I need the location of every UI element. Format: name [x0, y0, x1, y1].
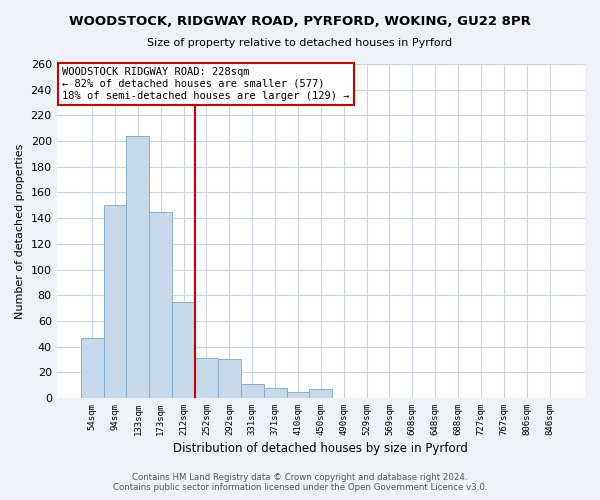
Bar: [80, 338, 104, 398]
Bar: [149, 212, 172, 398]
Bar: [287, 392, 310, 398]
Bar: [104, 206, 127, 398]
Bar: [218, 360, 241, 398]
Bar: [241, 384, 263, 398]
Bar: [310, 389, 332, 398]
Text: Contains HM Land Registry data © Crown copyright and database right 2024.
Contai: Contains HM Land Registry data © Crown c…: [113, 473, 487, 492]
Y-axis label: Number of detached properties: Number of detached properties: [15, 144, 25, 318]
Bar: [195, 358, 218, 398]
Bar: [172, 302, 195, 398]
Text: WOODSTOCK RIDGWAY ROAD: 228sqm
← 82% of detached houses are smaller (577)
18% of: WOODSTOCK RIDGWAY ROAD: 228sqm ← 82% of …: [62, 68, 349, 100]
X-axis label: Distribution of detached houses by size in Pyrford: Distribution of detached houses by size …: [173, 442, 468, 455]
Bar: [263, 388, 287, 398]
Text: Size of property relative to detached houses in Pyrford: Size of property relative to detached ho…: [148, 38, 452, 48]
Bar: [127, 136, 149, 398]
Text: WOODSTOCK, RIDGWAY ROAD, PYRFORD, WOKING, GU22 8PR: WOODSTOCK, RIDGWAY ROAD, PYRFORD, WOKING…: [69, 15, 531, 28]
